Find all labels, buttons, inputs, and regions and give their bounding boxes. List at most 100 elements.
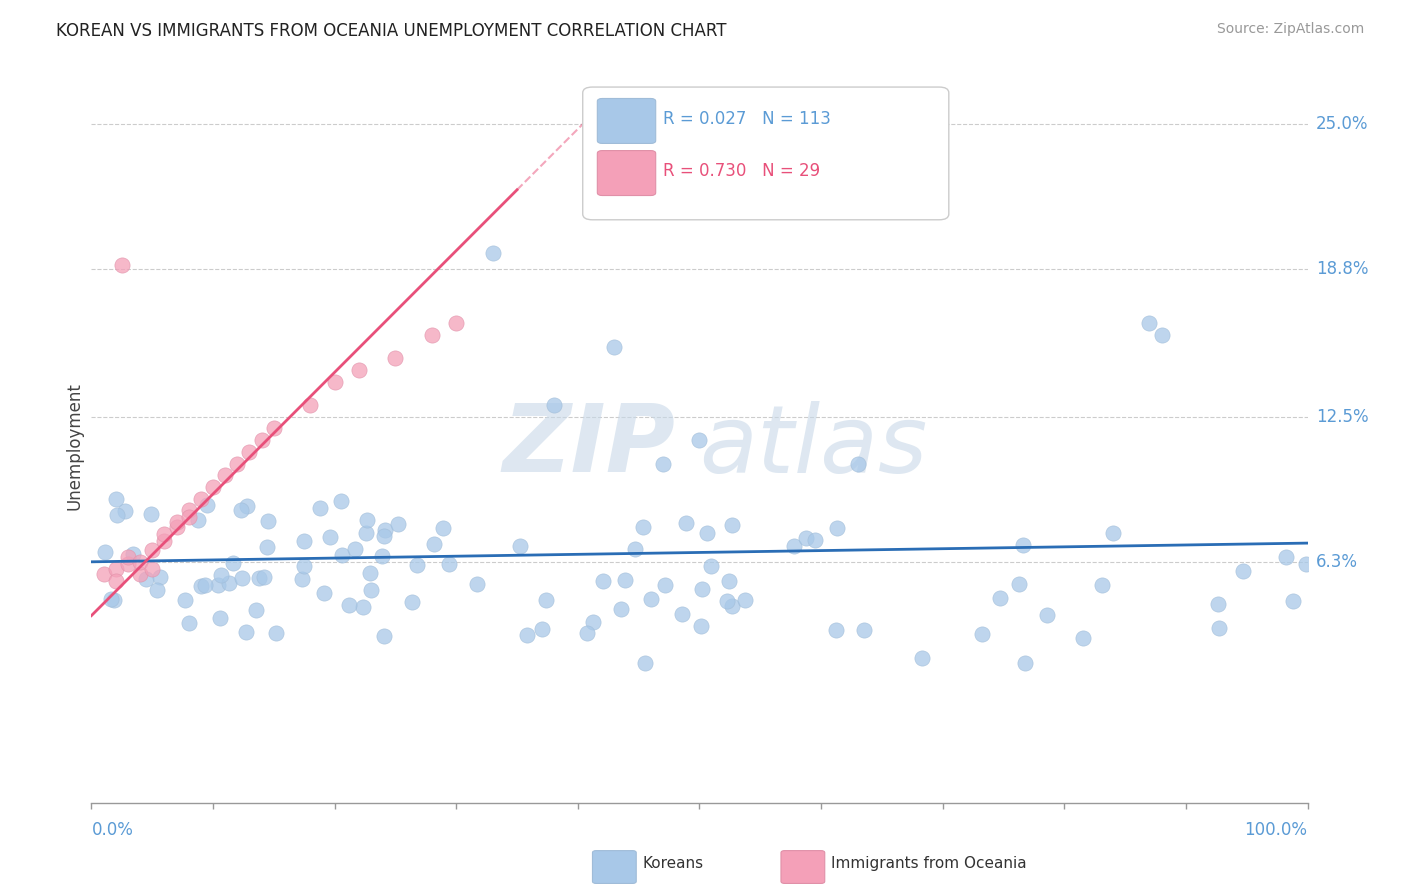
Point — [104, 562, 127, 576]
Point — [141, 562, 163, 576]
Point — [190, 579, 212, 593]
Y-axis label: Unemployment: Unemployment — [65, 382, 83, 510]
Point — [153, 526, 176, 541]
Point — [654, 577, 676, 591]
Point — [575, 626, 598, 640]
Point — [825, 521, 848, 535]
Point — [129, 566, 152, 581]
Point — [794, 531, 817, 545]
Point — [699, 559, 721, 574]
Point — [187, 513, 209, 527]
Point — [103, 592, 125, 607]
Point — [406, 558, 429, 572]
Point — [263, 421, 285, 435]
Point — [146, 582, 169, 597]
Point — [970, 627, 993, 641]
Point — [177, 616, 200, 631]
Point — [509, 540, 531, 554]
Point — [195, 498, 218, 512]
Point — [1071, 631, 1094, 645]
Point — [226, 457, 249, 471]
Point — [218, 576, 240, 591]
Point — [347, 363, 370, 377]
Point — [543, 398, 565, 412]
Point — [716, 594, 738, 608]
Point — [610, 601, 633, 615]
Point — [373, 629, 395, 643]
Point — [371, 549, 394, 564]
Text: atlas: atlas — [699, 401, 928, 491]
Point — [640, 591, 662, 606]
Text: R = 0.730   N = 29: R = 0.730 N = 29 — [664, 162, 820, 180]
Point — [291, 573, 314, 587]
Point — [444, 316, 467, 330]
Point — [122, 547, 145, 561]
Point — [1150, 327, 1173, 342]
Text: 25.0%: 25.0% — [1316, 115, 1368, 133]
Point — [516, 628, 538, 642]
Text: 100.0%: 100.0% — [1244, 821, 1308, 838]
Point — [688, 433, 710, 447]
Point — [911, 651, 934, 665]
Point — [1008, 576, 1031, 591]
Point — [93, 566, 115, 581]
Point — [718, 574, 741, 588]
Text: KOREAN VS IMMIGRANTS FROM OCEANIA UNEMPLOYMENT CORRELATION CHART: KOREAN VS IMMIGRANTS FROM OCEANIA UNEMPL… — [56, 22, 727, 40]
Point — [177, 503, 200, 517]
Point — [117, 550, 139, 565]
Point — [309, 501, 332, 516]
Point — [690, 582, 713, 596]
Point — [330, 549, 353, 563]
Text: R = 0.027   N = 113: R = 0.027 N = 113 — [664, 111, 831, 128]
Point — [253, 570, 276, 584]
Point — [344, 541, 367, 556]
Point — [374, 524, 396, 538]
Point — [846, 457, 869, 471]
Text: 12.5%: 12.5% — [1316, 408, 1368, 425]
Point — [804, 533, 827, 547]
Point — [100, 591, 122, 606]
Point — [149, 570, 172, 584]
Point — [256, 540, 278, 554]
Point — [696, 525, 718, 540]
Point — [481, 246, 503, 260]
Point — [202, 480, 225, 494]
Point — [105, 508, 128, 523]
FancyBboxPatch shape — [598, 151, 655, 195]
Text: Koreans: Koreans — [643, 856, 703, 871]
Point — [319, 530, 342, 544]
Point — [231, 503, 253, 517]
Point — [1208, 597, 1230, 611]
Point — [437, 557, 460, 571]
Point — [432, 521, 454, 535]
Point — [235, 624, 257, 639]
Point — [231, 571, 253, 585]
Point — [299, 398, 322, 412]
Point — [166, 519, 188, 533]
Point — [1275, 550, 1298, 565]
Point — [689, 619, 711, 633]
Point — [141, 543, 163, 558]
Point — [734, 593, 756, 607]
Point — [208, 611, 231, 625]
Point — [236, 499, 259, 513]
Point — [420, 327, 443, 342]
Point — [536, 593, 558, 607]
Point — [264, 626, 287, 640]
Point — [1014, 657, 1036, 671]
Point — [1232, 564, 1254, 578]
Point — [592, 574, 614, 588]
Point — [614, 573, 637, 587]
Point — [354, 525, 377, 540]
Point — [633, 520, 655, 534]
Point — [352, 600, 374, 615]
Point — [1295, 557, 1317, 571]
Text: Source: ZipAtlas.com: Source: ZipAtlas.com — [1216, 22, 1364, 37]
Point — [1036, 608, 1059, 623]
Point — [104, 574, 127, 588]
Point — [173, 593, 195, 607]
Point — [988, 591, 1011, 605]
Text: 18.8%: 18.8% — [1316, 260, 1368, 278]
Point — [337, 598, 360, 612]
Point — [1102, 525, 1125, 540]
